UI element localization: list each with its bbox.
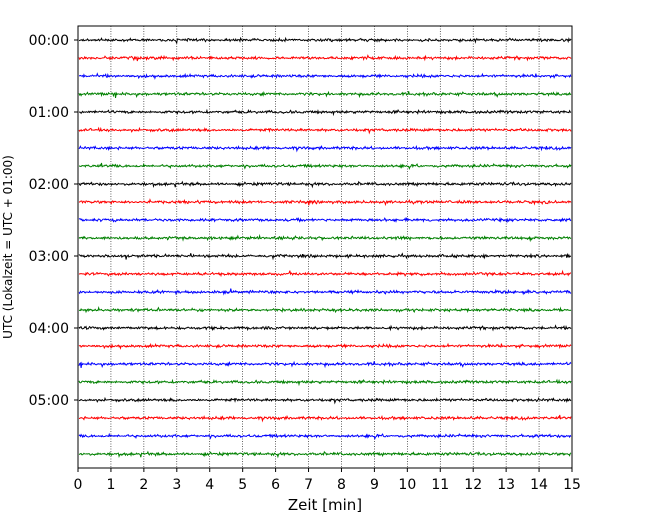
trace-line [78,450,572,459]
x-tick-label: 6 [271,477,280,493]
trace-line [78,306,572,314]
trace-line [78,180,572,189]
trace-line [78,54,572,62]
y-tick-label: 03:00 [29,249,69,265]
x-tick-label: 15 [563,477,581,493]
y-tick-label: 02:00 [29,177,69,193]
y-tick-label: 01:00 [29,105,69,121]
trace-line [78,233,572,243]
x-tick-label: 11 [431,477,449,493]
trace-line [78,36,572,45]
trace-line [78,216,572,224]
trace-group [78,36,572,459]
trace-line [78,198,572,207]
trace-line [78,108,572,117]
x-tick-label: 12 [464,477,482,493]
x-tick-label: 9 [370,477,379,493]
x-tick-label: 3 [172,477,181,493]
trace-line [78,252,572,261]
x-tick-label: 10 [398,477,416,493]
trace-line [78,432,572,440]
y-axis-label: UTC (Lokalzeit = UTC + 01:00) [1,155,15,339]
x-tick-label: 7 [304,477,313,493]
trace-line [78,360,572,369]
y-tick-label: 04:00 [29,321,69,337]
x-tick-label: 14 [530,477,548,493]
x-axis-label: Zeit [min] [288,496,362,514]
plot-frame [77,25,573,469]
x-tick-label: 2 [139,477,148,493]
trace-line [78,396,572,405]
trace-line [78,288,572,296]
trace-line [78,378,572,387]
trace-line [78,72,572,80]
trace-line [78,324,572,332]
plot-background [78,26,572,468]
trace-line [78,144,572,153]
y-tick-label: 00:00 [29,33,69,49]
grid-lines [110,26,540,468]
trace-line [78,342,572,350]
x-tick-label: 0 [74,477,83,493]
x-tick-label: 4 [205,477,214,493]
trace-line [78,162,572,170]
y-axis-ticks: 00:00 01:00 02:00 03:00 04:00 05:00 [29,33,78,409]
x-tick-label: 13 [497,477,515,493]
x-tick-label: 8 [337,477,346,493]
trace-line [78,414,572,423]
x-tick-label: 1 [106,477,115,493]
x-axis-ticks: 0 1 2 3 4 5 6 7 8 9 10 11 12 13 14 15 [74,468,581,493]
x-tick-label: 5 [238,477,247,493]
trace-line [78,269,572,278]
y-tick-label: 05:00 [29,393,69,409]
trace-line [78,90,572,99]
trace-line [78,126,572,135]
